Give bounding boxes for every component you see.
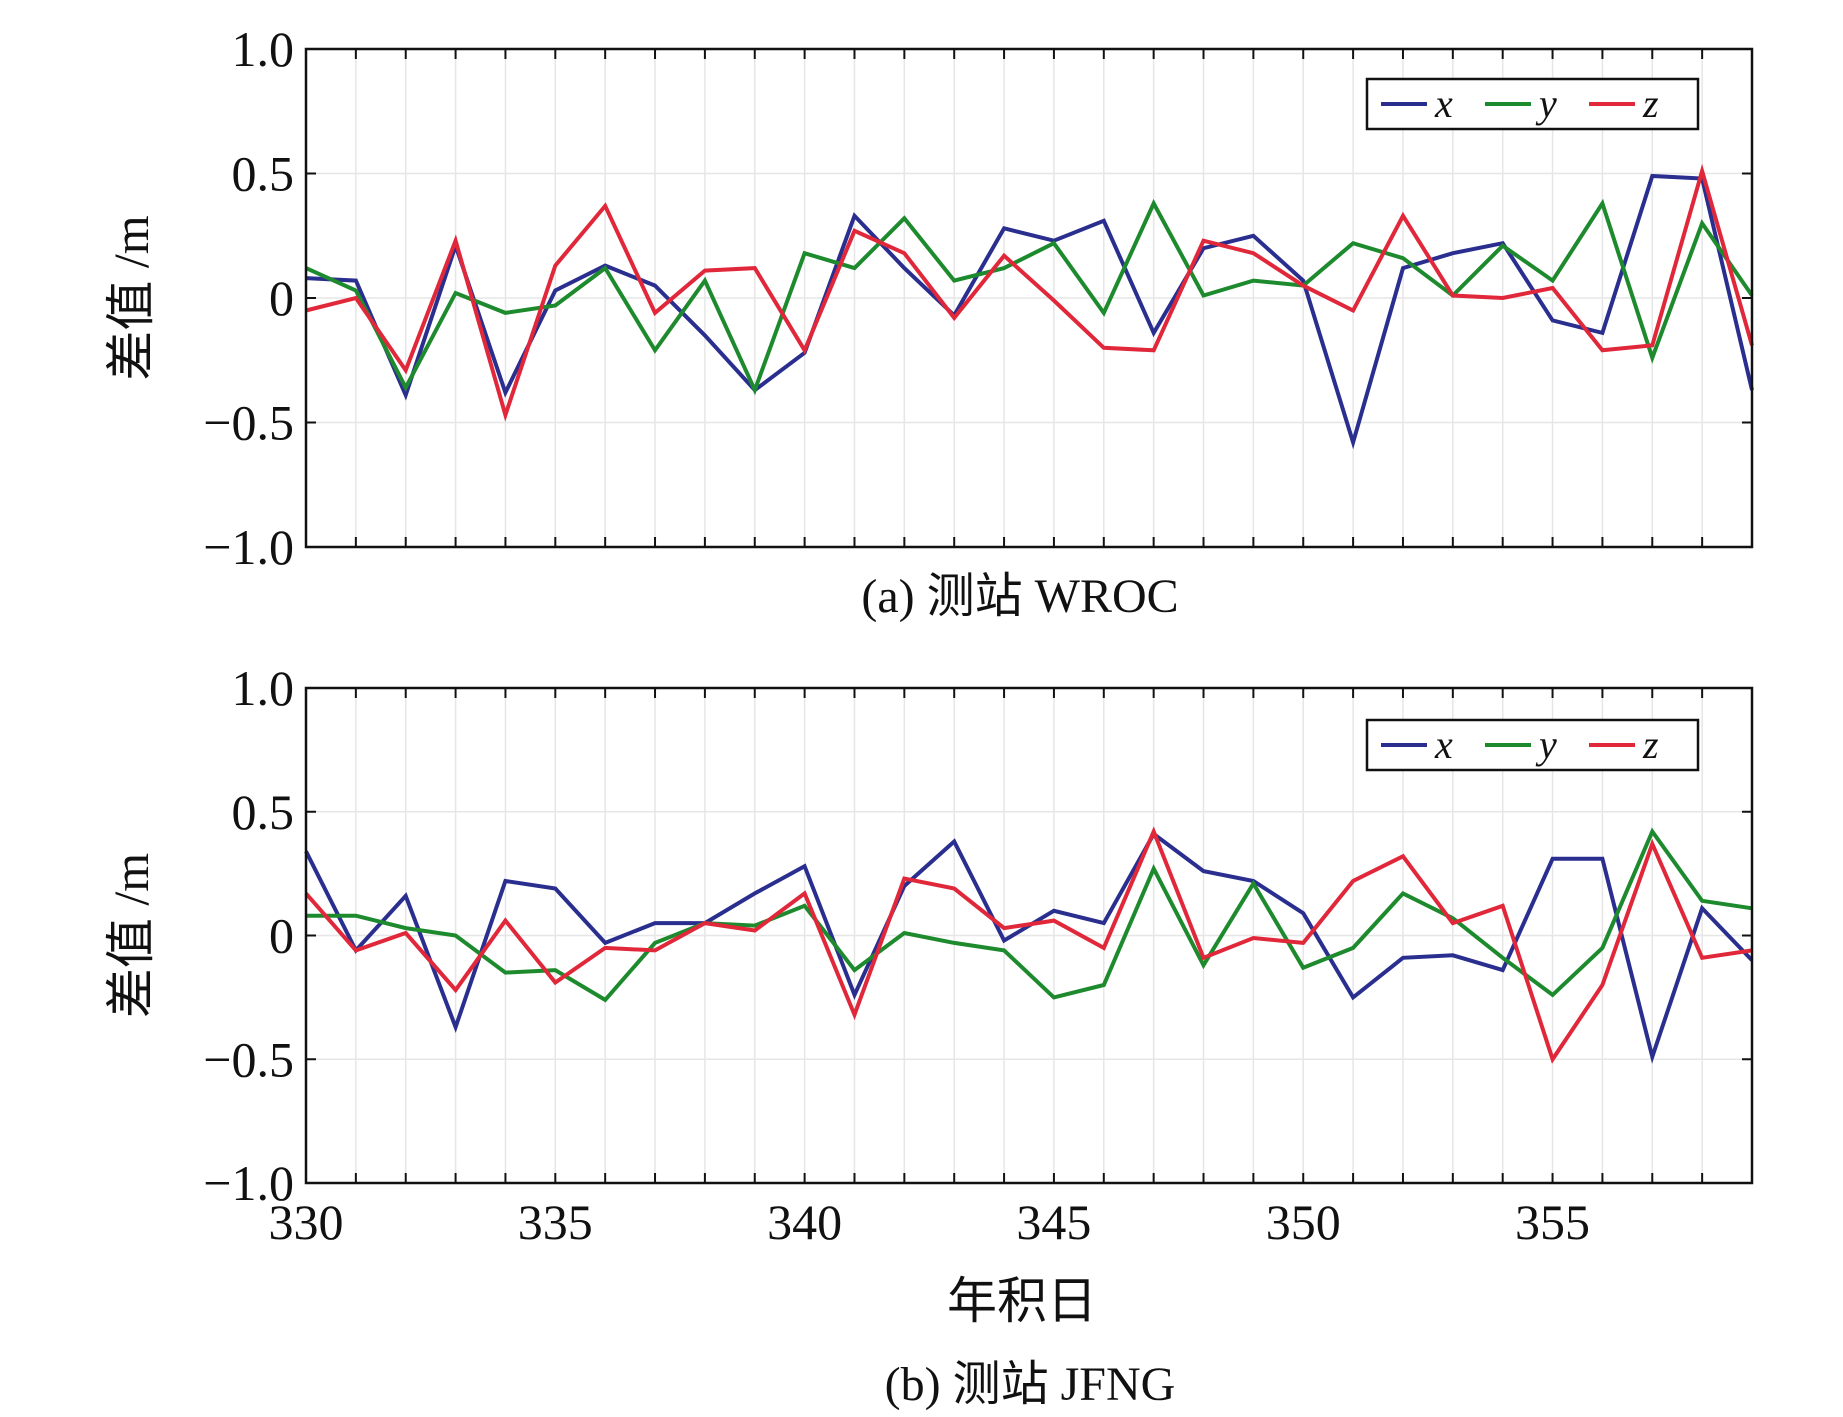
- series-line-y: [306, 827, 1753, 1003]
- y-tick-label: 1.0: [232, 21, 295, 77]
- series-line-y: [305, 198, 1754, 396]
- legend-label-x: x: [1434, 81, 1453, 126]
- series-line-z: [305, 163, 1754, 422]
- panel-a: 1.0 0.5 0 −0.5 −1.0 差值 /m x y z: [103, 21, 1754, 575]
- y-tick-label: 0: [269, 908, 294, 964]
- y-tick-label: −1.0: [203, 519, 294, 575]
- legend-label-y: y: [1535, 81, 1557, 126]
- legend-label-y: y: [1535, 722, 1557, 767]
- legend-label-z: z: [1642, 722, 1659, 767]
- legend-label-x: x: [1434, 722, 1453, 767]
- y-axis-label: 差值 /m: [103, 215, 159, 380]
- y-tick-label: 0.5: [232, 784, 295, 840]
- y-tick-label: −0.5: [203, 395, 294, 451]
- plot-frame: [304, 686, 1754, 1185]
- x-axis-label: 年积日: [947, 1273, 1097, 1329]
- legend-box: [1365, 718, 1700, 772]
- y-tick-label: 0.5: [232, 146, 295, 202]
- legend-label-z: z: [1642, 81, 1659, 126]
- x-tick-label: 345: [1016, 1194, 1091, 1250]
- x-tick-label: 355: [1515, 1194, 1590, 1250]
- x-tick-label: 350: [1266, 1194, 1341, 1250]
- y-tick-label: 0: [269, 270, 294, 326]
- y-axis-label: 差值 /m: [103, 853, 159, 1018]
- y-tick-label: −1.0: [203, 1155, 294, 1211]
- caption-b: (b) 测站 JFNG: [885, 1358, 1176, 1411]
- y-tick-label: −0.5: [203, 1031, 294, 1087]
- y-tick-label: 1.0: [232, 660, 295, 716]
- x-tick-label: 335: [518, 1194, 593, 1250]
- x-tick-label: 330: [269, 1194, 344, 1250]
- plot-frame: [304, 47, 1754, 549]
- caption-a: (a) 测站 WROC: [861, 570, 1178, 623]
- series-line-z: [304, 826, 1753, 1064]
- x-tick-label: 340: [767, 1194, 842, 1250]
